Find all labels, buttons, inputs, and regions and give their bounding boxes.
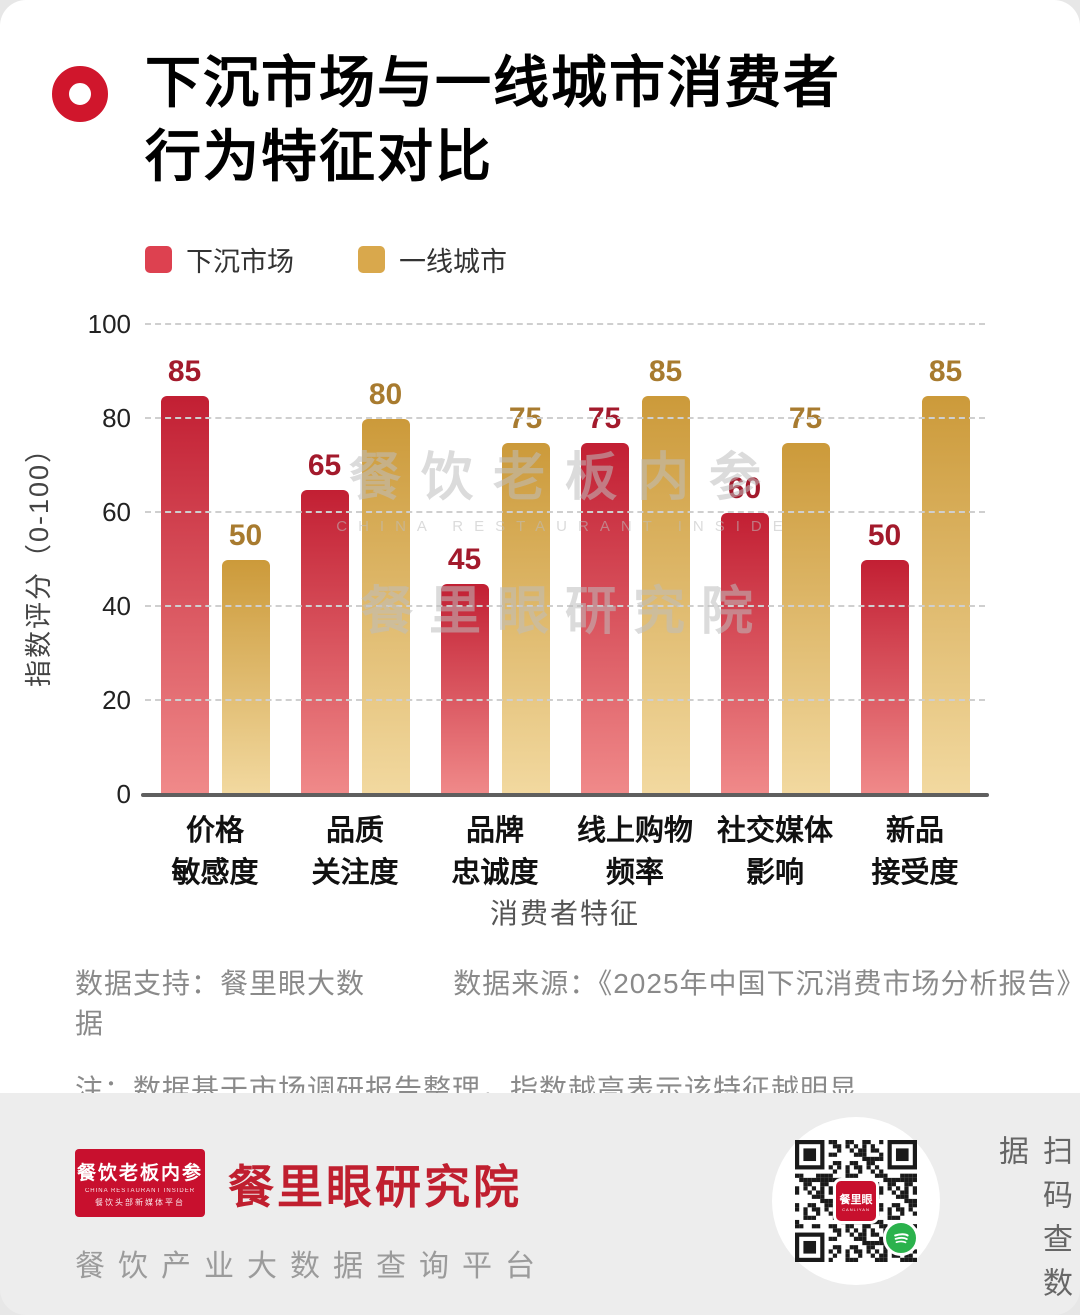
bar-column: 80: [361, 378, 410, 795]
bar-column: 85: [921, 354, 970, 795]
bar-下沉市场-5: [860, 560, 909, 795]
bar-一线城市-3: [641, 395, 690, 795]
x-axis-title: 消费者特征: [489, 898, 640, 929]
legend-label: 一线城市: [399, 247, 507, 277]
gridline-20: [145, 699, 985, 701]
x-category-label-2: 品牌 忠诚度: [451, 815, 539, 890]
bar-value-label: 85: [928, 354, 963, 388]
bar-value-label: 50: [228, 519, 263, 552]
bar-column: 75: [580, 402, 629, 795]
bar-group-1: 65 80: [285, 325, 425, 795]
note-source: 数据来源：《2025年中国下沉消费市场分析报告》: [453, 968, 1080, 999]
bar-下沉市场-2: [440, 583, 489, 795]
sound-wave-icon: [894, 1233, 909, 1244]
notes-row: 数据支持：餐里眼大数据 数据来源：《2025年中国下沉消费市场分析报告》: [75, 962, 1080, 1042]
qr-code: 餐里眼 CANLIYAN: [795, 1140, 919, 1262]
qr-pattern: [795, 1140, 917, 1262]
bar-group-2: 45 75: [425, 325, 565, 795]
x-category-label-0: 价格 敏感度: [171, 815, 259, 890]
bar-value-label: 80: [368, 378, 403, 411]
qr-center-label: 餐里眼: [839, 1193, 873, 1206]
y-tick-label: 80: [102, 403, 131, 433]
x-axis-line: [141, 793, 989, 797]
bar-column: 45: [440, 542, 489, 795]
page-title: 下沉市场与一线城市消费者 行为特征对比: [145, 46, 841, 194]
bar-value-label: 85: [648, 354, 683, 388]
bar-value-label: 85: [167, 354, 202, 388]
notes: 数据支持：餐里眼大数据 数据来源：《2025年中国下沉消费市场分析报告》 注：数…: [75, 962, 1080, 1108]
bar-一线城市-0: [221, 560, 270, 795]
legend-label: 下沉市场: [186, 247, 294, 277]
bar-chart-plot: 指数评分（0-100） 85 50 65 80 45 75 75 85 60 75 50 85 餐饮老…: [25, 309, 989, 809]
bar-一线城市-5: [921, 395, 970, 795]
bar-group-3: 75 85: [565, 325, 705, 795]
bar-一线城市-1: [361, 419, 410, 795]
bar-下沉市场-1: [300, 489, 349, 795]
legend-swatch: [358, 246, 385, 273]
bar-value-label: 50: [867, 519, 902, 552]
publisher-logo-sub-cn: 餐饮头部新媒体平台: [95, 1198, 185, 1207]
x-category-labels: 价格 敏感度 品质 关注度 品牌 忠诚度 线上购物 频率 社交媒体 影响 新品 接受度: [145, 810, 985, 894]
x-category-label-1: 品质 关注度: [311, 815, 399, 890]
x-category-label-3: 线上购物 频率: [576, 815, 693, 890]
bar-column: 65: [300, 448, 349, 795]
note-support: 数据支持：餐里眼大数据: [75, 968, 366, 1039]
y-tick-label: 40: [102, 591, 131, 621]
bar-下沉市场-4: [720, 513, 769, 795]
x-category-label-5: 新品 接受度: [871, 815, 959, 890]
bar-group-5: 50 85: [845, 325, 985, 795]
y-tick-label: 60: [102, 497, 131, 527]
bar-一线城市-4: [781, 442, 830, 795]
gridline-40: [145, 605, 985, 607]
x-category-label-4: 社交媒体 影响: [716, 815, 833, 890]
legend-swatch: [145, 246, 172, 273]
y-axis-title-wrap: 指数评分（0-100）: [17, 325, 57, 795]
bar-column: 85: [160, 354, 209, 795]
legend-item-1: 一线城市: [358, 240, 507, 279]
footer: 餐饮老板内参 CHINA RESTAURANT INSIDER 餐饮头部新媒体平…: [0, 1093, 1080, 1315]
title-line-2: 行为特征对比: [145, 124, 493, 188]
bar-value-label: 60: [727, 472, 762, 505]
y-axis-title: 指数评分（0-100）: [24, 433, 55, 687]
scan-code-vertical-text: 扫码查数据: [994, 1135, 1071, 1311]
bar-column: 75: [501, 402, 550, 795]
publisher-logo-title: 餐饮老板内参: [76, 1163, 203, 1184]
publisher-logo-sub-en: CHINA RESTAURANT INSIDER: [84, 1188, 196, 1194]
brand-name: 餐里眼研究院: [228, 1162, 522, 1213]
bar-column: 85: [641, 354, 690, 795]
chart-legend: 下沉市场 一线城市: [145, 240, 507, 279]
bar-下沉市场-0: [160, 395, 209, 795]
qr-center-logo: 餐里眼 CANLIYAN: [833, 1178, 879, 1224]
content-card: 下沉市场与一线城市消费者 行为特征对比 下沉市场 一线城市 指数评分（0-100）…: [0, 0, 1080, 1105]
bar-group-0: 85 50: [145, 325, 285, 795]
gridline-60: [145, 511, 985, 513]
title-line-1: 下沉市场与一线城市消费者: [145, 51, 841, 114]
qr-code-circle: 餐里眼 CANLIYAN: [772, 1117, 940, 1285]
bar-value-label: 65: [307, 448, 342, 482]
bar-column: 60: [720, 472, 769, 795]
bar-group-4: 60 75: [705, 325, 845, 795]
bar-groups: 85 50 65 80 45 75 75 85 60 75 50 85: [145, 325, 985, 795]
bar-column: 50: [221, 519, 270, 795]
publisher-logo: 餐饮老板内参 CHINA RESTAURANT INSIDER 餐饮头部新媒体平…: [75, 1149, 205, 1217]
y-tick-label: 0: [116, 779, 131, 809]
green-music-badge-icon: [883, 1220, 919, 1256]
gridline-100: [145, 323, 985, 325]
bar-下沉市场-3: [580, 442, 629, 795]
bar-value-label: 45: [447, 542, 482, 576]
brand-tagline: 餐饮产业大数据查询平台: [75, 1250, 548, 1283]
bar-column: 75: [781, 402, 830, 795]
y-tick-label: 20: [102, 685, 131, 715]
qr-center-sub: CANLIYAN: [842, 1206, 870, 1212]
legend-item-0: 下沉市场: [145, 240, 294, 279]
bar-column: 50: [860, 519, 909, 795]
gridline-80: [145, 417, 985, 419]
y-tick-label: 100: [87, 309, 131, 339]
bullet-ring-icon: [52, 66, 108, 122]
bar-一线城市-2: [501, 442, 550, 795]
